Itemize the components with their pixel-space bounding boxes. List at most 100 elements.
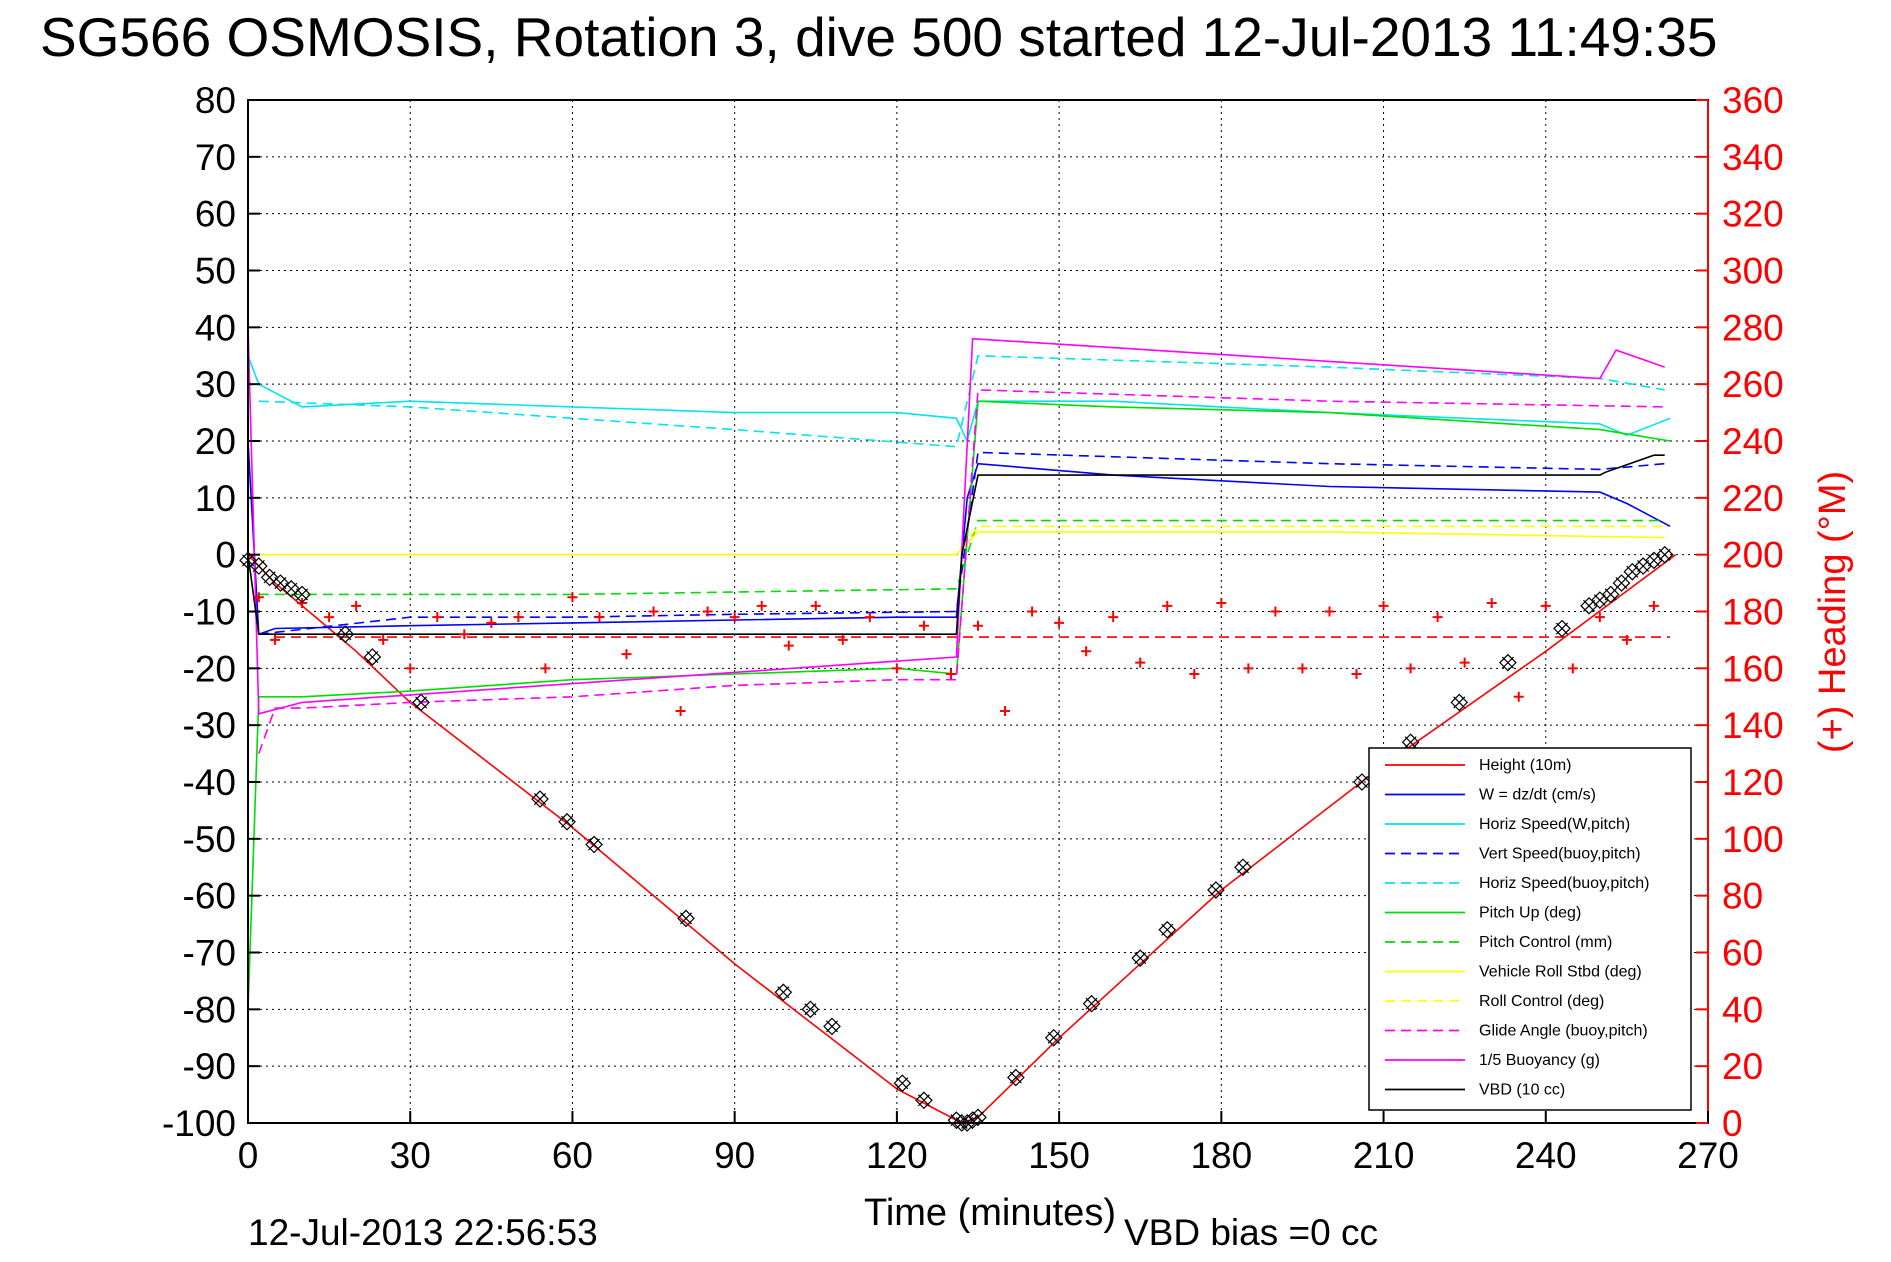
heading-point <box>1513 691 1524 702</box>
x-tick-label: 270 <box>1677 1135 1739 1176</box>
x-tick-label: 30 <box>390 1135 431 1176</box>
height-marker <box>558 812 576 831</box>
legend-label: Pitch Up (deg) <box>1479 905 1581 922</box>
y-tick-label: 20 <box>195 421 236 462</box>
y2-tick-label: 220 <box>1722 478 1784 519</box>
series-line-10 <box>247 327 1665 715</box>
y-tick-label: -70 <box>183 933 236 974</box>
height-marker <box>1207 881 1225 899</box>
y2-tick-label: 0 <box>1722 1103 1743 1144</box>
y-tick-label: -10 <box>183 592 236 633</box>
y2-tick-label: 360 <box>1722 80 1784 121</box>
height-marker <box>363 648 382 666</box>
legend-label: Glide Angle (buoy,pitch) <box>1479 1023 1648 1040</box>
heading-point <box>1486 597 1497 608</box>
y2-tick-label: 240 <box>1722 421 1784 462</box>
heading-point <box>1351 669 1362 680</box>
y2-tick-label: 280 <box>1722 307 1784 348</box>
footer-vbd-bias: VBD bias =0 cc <box>1124 1212 1378 1253</box>
y-tick-label: 50 <box>195 251 236 292</box>
y-tick-label: -80 <box>183 989 236 1030</box>
heading-point <box>675 705 686 716</box>
series-line-8 <box>258 525 1665 556</box>
heading-point <box>1108 612 1119 623</box>
heading-point <box>540 663 551 674</box>
height-marker <box>412 693 430 712</box>
heading-point <box>1162 600 1173 611</box>
series-line-2 <box>247 355 1671 444</box>
height-marker <box>585 835 603 854</box>
y-tick-label: -20 <box>183 648 236 689</box>
heading-point <box>1054 617 1065 628</box>
y-tick-label: 30 <box>195 364 236 405</box>
height-marker <box>249 557 268 575</box>
y-tick-label: -90 <box>183 1046 236 1087</box>
height-marker <box>915 1091 933 1110</box>
heading-point <box>945 669 956 680</box>
height-marker <box>1601 585 1620 604</box>
x-tick-label: 120 <box>866 1135 928 1176</box>
heading-point <box>1459 657 1470 668</box>
y-axis: 80 70 60 50 40 30 20 10 0 -10 -20 -30 -40 -50 -60 -70 -8… <box>162 80 260 1144</box>
x-tick-label: 210 <box>1353 1135 1415 1176</box>
y2-tick-label: 140 <box>1722 705 1784 746</box>
y2-tick-label: 260 <box>1722 364 1784 405</box>
y2-tick-label: 20 <box>1722 1046 1763 1087</box>
height-marker <box>1612 574 1631 592</box>
height-marker <box>1234 858 1252 877</box>
heading-point <box>1135 657 1146 668</box>
height-marker <box>1499 653 1517 672</box>
legend-box <box>1368 747 1692 1111</box>
height-marker <box>677 909 695 928</box>
height-marker <box>1082 994 1101 1013</box>
height-marker <box>293 585 311 604</box>
heading-point <box>702 606 713 617</box>
chart-title: SG566 OSMOSIS, Rotation 3, dive 500 star… <box>40 6 1717 68</box>
x-tick-label: 240 <box>1515 1135 1577 1176</box>
height-marker <box>260 568 279 587</box>
y2-tick-label: 180 <box>1722 592 1784 633</box>
heading-point <box>1405 663 1416 674</box>
height-marker <box>1353 773 1371 791</box>
height-marker <box>531 790 549 808</box>
x-tick-label: 60 <box>552 1135 593 1176</box>
x-axis-label: Time (minutes) <box>864 1192 1116 1234</box>
y-tick-label: -50 <box>183 819 236 860</box>
heading-point <box>783 640 794 651</box>
heading-point <box>648 606 659 617</box>
height-marker <box>1131 949 1150 968</box>
heading-point <box>378 634 389 645</box>
heading-point <box>324 612 335 623</box>
series-line-9 <box>258 389 1665 754</box>
heading-point <box>1027 606 1038 617</box>
series-line-1 <box>247 440 1671 636</box>
y2-tick-label: 300 <box>1722 251 1784 292</box>
legend-label: Vehicle Roll Stbd (deg) <box>1479 964 1642 981</box>
heading-point <box>432 612 443 623</box>
heading-point <box>351 600 362 611</box>
series-line-11 <box>247 454 1665 636</box>
heading-point <box>1648 600 1659 611</box>
y-tick-label: 80 <box>195 80 236 121</box>
y2-tick-label: 340 <box>1722 137 1784 178</box>
y2-tick-label: 160 <box>1722 648 1784 689</box>
y2-tick-label: 60 <box>1722 933 1763 974</box>
heading-point <box>1297 663 1308 674</box>
x-tick-label: 150 <box>1028 1135 1090 1176</box>
y2-tick-label: 80 <box>1722 876 1763 917</box>
y2-tick-label: 320 <box>1722 194 1784 235</box>
y-tick-label: -100 <box>162 1103 236 1144</box>
heading-point <box>1432 612 1443 623</box>
legend-label: Vert Speed(buoy,pitch) <box>1479 846 1641 863</box>
height-marker <box>893 1074 912 1093</box>
heading-point <box>1216 597 1227 608</box>
height-marker <box>336 625 355 644</box>
series-line-6 <box>258 519 1665 596</box>
heading-point <box>253 592 264 603</box>
y-tick-label: 10 <box>195 478 236 519</box>
heading-point <box>864 612 875 623</box>
y-tick-label: -60 <box>183 876 236 917</box>
height-marker <box>1007 1068 1025 1087</box>
heading-point <box>1243 663 1254 674</box>
